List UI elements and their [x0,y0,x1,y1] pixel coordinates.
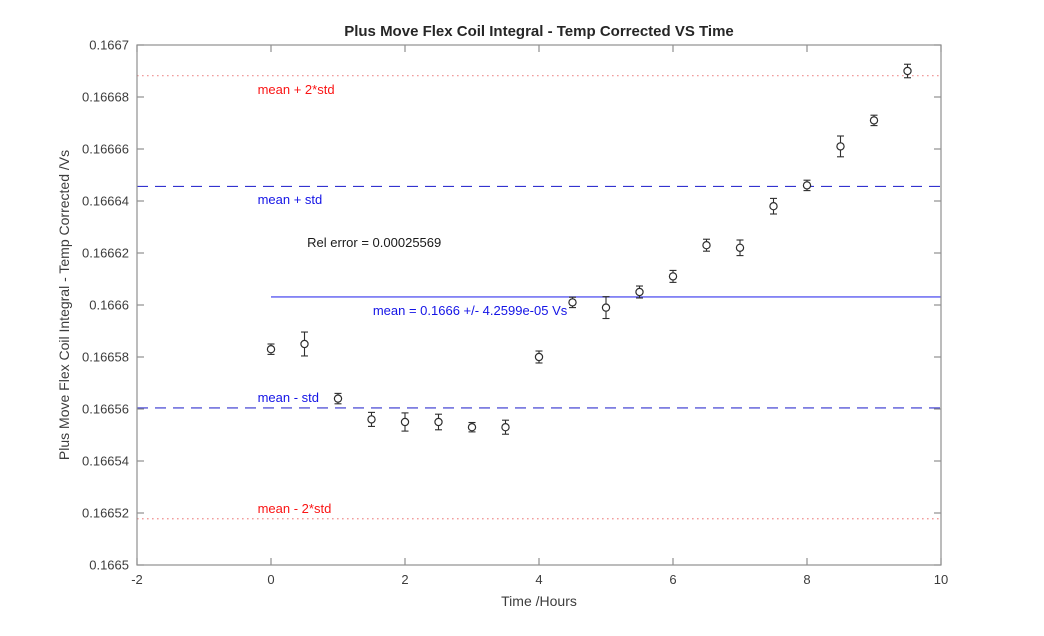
data-point-marker [635,287,644,297]
y-tick-label: 0.16668 [82,90,129,105]
x-tick-label: 6 [669,572,676,587]
y-axis-label: Plus Move Flex Coil Integral - Temp Corr… [56,149,72,461]
label-mean-line: mean = 0.1666 +/- 4.2599e-05 Vs [372,302,568,318]
label-mean-minus-2std-line: mean - 2*std [257,500,332,516]
data-point-marker [300,339,309,349]
y-tick-label: 0.16654 [82,454,129,469]
coil-integral-errorbar-series [266,63,912,435]
data-point-marker [769,201,778,211]
chart-title: Plus Move Flex Coil Integral - Temp Corr… [344,23,734,40]
y-tick-label: 0.16664 [82,194,129,209]
label-mean-minus-std-line: mean - std [257,389,320,405]
x-axis-label: Time /Hours [501,593,577,609]
y-tick-label: 0.16652 [82,506,129,521]
data-point-marker [802,181,812,190]
data-point-marker [702,240,711,250]
data-point-marker [735,243,745,252]
y-tick-label: 0.16662 [82,246,129,261]
label-mean-plus-2std-line: mean + 2*std [257,81,335,97]
data-point-marker [836,142,845,151]
y-tick-label: 0.16658 [82,350,129,365]
x-tick-label: 10 [934,572,948,587]
x-tick-label: 4 [535,572,542,587]
data-point-marker [333,394,343,403]
data-point-marker [467,423,477,432]
data-point-marker [266,345,276,354]
y-tick-label: 0.16666 [82,142,129,157]
y-tick-label: 0.1665 [89,558,129,573]
data-point-marker [903,66,912,76]
data-point-marker [869,116,879,125]
data-point-marker [434,417,443,427]
x-tick-label: 8 [803,572,810,587]
y-tick-label: 0.1666 [89,298,129,313]
data-point-marker [367,415,376,424]
x-tick-label: 2 [401,572,408,587]
rel-error-annotation: Rel error = 0.00025569 [307,234,442,250]
data-point-marker [534,352,544,362]
x-tick-label: 0 [267,572,274,587]
y-tick-label: 0.16656 [82,402,129,417]
y-tick-label: 0.1667 [89,38,129,53]
label-mean-plus-std-line: mean + std [257,192,323,208]
data-point-marker [668,272,678,281]
data-point-marker [568,298,577,307]
data-point-marker [400,417,410,427]
data-point-marker [601,303,611,312]
x-tick-label: -2 [131,572,143,587]
data-point-marker [501,423,510,432]
